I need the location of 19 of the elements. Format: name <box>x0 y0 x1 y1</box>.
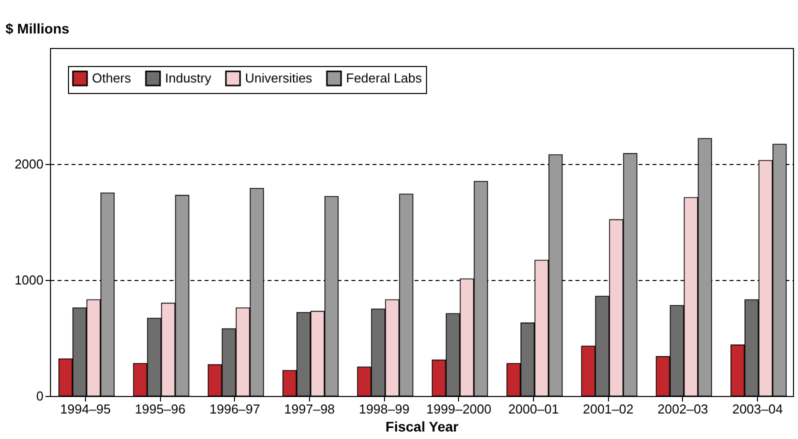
y-tick-label: 2000 <box>14 156 44 172</box>
legend-label: Universities <box>245 70 313 86</box>
x-tick-label: 2003–04 <box>732 402 783 416</box>
x-tick-label: 2001–02 <box>582 402 634 416</box>
x-tick-label: 1994–95 <box>60 402 111 416</box>
x-axis-title: Fiscal Year <box>386 418 460 434</box>
y-tick-label: 0 <box>36 388 44 404</box>
y-tick-label: 1000 <box>14 272 44 288</box>
x-tick-label: 1997–98 <box>284 402 335 416</box>
x-tick-label: 1999–2000 <box>426 402 492 416</box>
x-tick-label: 1996–97 <box>210 402 260 416</box>
x-tick-label: 1995–96 <box>134 402 186 416</box>
x-tick-label: 2002–03 <box>658 402 708 416</box>
legend-label: Others <box>92 70 132 86</box>
y-axis-title: $ Millions <box>6 20 70 36</box>
x-tick-label: 1998–99 <box>358 402 410 416</box>
legend-label: Federal Labs <box>346 70 422 86</box>
legend-label: Industry <box>165 70 212 86</box>
x-tick-label: 2000–01 <box>508 402 559 416</box>
